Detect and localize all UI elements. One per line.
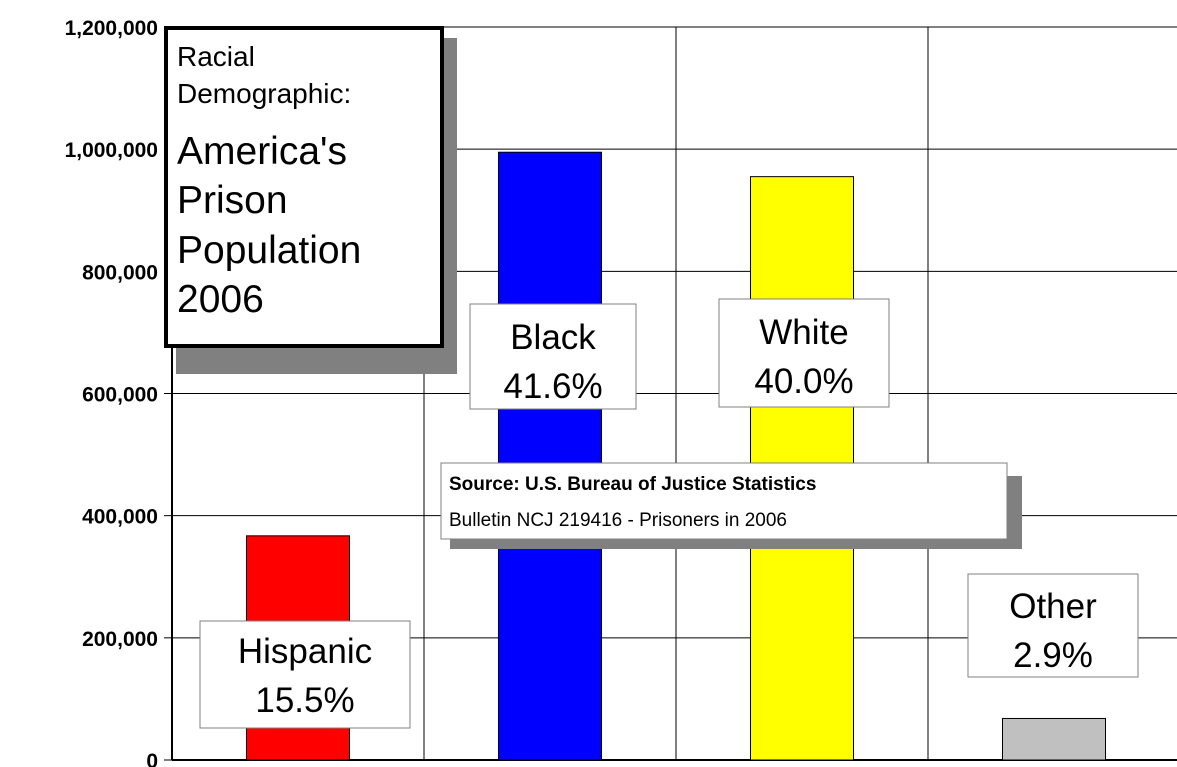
data-label-black: Black 41.6% <box>469 303 637 410</box>
title-box-frame <box>164 26 444 348</box>
category-name: Hispanic <box>238 632 372 671</box>
source-box-frame <box>440 462 1008 540</box>
title-line-5: Population <box>177 229 361 272</box>
title-line-4: Prison <box>177 179 288 222</box>
title-line-1: Racial <box>177 41 255 72</box>
category-labels: Hispanic 15.5% Black 41.6% White 40.0% Other 2.… <box>199 298 1139 729</box>
title-box: Racial Demographic: America's Prison Pop… <box>164 26 457 374</box>
percent-label: 15.5% <box>255 681 354 720</box>
source-detail: Bulletin NCJ 219416 - Prisoners in 2006 <box>449 510 787 531</box>
data-label-box <box>199 620 411 729</box>
data-label-hispanic: Hispanic 15.5% <box>199 620 411 729</box>
y-tick-label: 600,000 <box>82 384 158 407</box>
data-label-white: White 40.0% <box>718 298 890 408</box>
data-label-box <box>469 303 637 410</box>
y-tick-label: 0 <box>146 750 158 767</box>
data-label-box <box>718 298 890 408</box>
y-tick-label: 1,000,000 <box>65 139 158 162</box>
percent-label: 41.6% <box>503 367 602 406</box>
title-line-3: America's <box>177 130 347 173</box>
category-name: Other <box>1009 587 1097 626</box>
y-tick-label: 800,000 <box>82 261 158 284</box>
category-name: White <box>759 313 848 352</box>
bars <box>246 151 1106 761</box>
source-box: Source: U.S. Bureau of Justice Statistic… <box>440 462 1022 549</box>
title-line-2: Demographic: <box>177 78 351 109</box>
y-axis-tick-labels: 0 200,000 400,000 600,000 800,000 1,000,000 1,… <box>65 17 158 767</box>
title-line-6: 2006 <box>177 278 264 321</box>
percent-label: 2.9% <box>1013 636 1093 675</box>
y-tick-label: 200,000 <box>82 628 158 651</box>
category-name: Black <box>510 318 596 357</box>
y-tick-label: 1,200,000 <box>65 17 158 40</box>
data-label-box <box>967 573 1139 678</box>
percent-label: 40.0% <box>754 362 853 401</box>
source-title: Source: U.S. Bureau of Justice Statistic… <box>449 474 816 495</box>
data-label-other: Other 2.9% <box>967 573 1139 678</box>
y-tick-label: 400,000 <box>82 506 158 529</box>
bar-black <box>498 151 602 761</box>
bar-other <box>1002 717 1106 761</box>
